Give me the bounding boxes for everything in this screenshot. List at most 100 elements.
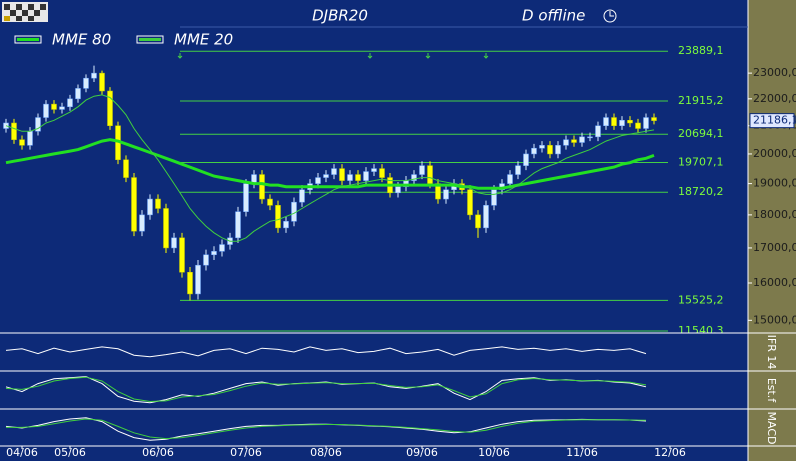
candle-body: [203, 254, 209, 266]
candle-body: [155, 198, 161, 209]
candle-body: [411, 174, 417, 181]
candle-body: [483, 205, 489, 229]
level-label: 21915,2: [678, 94, 724, 107]
candle-body: [243, 183, 249, 212]
candle-body: [443, 189, 449, 200]
y-tick-label: 15000,0: [753, 313, 796, 326]
level-label: 20694,1: [678, 127, 724, 140]
x-tick-label: 06/06: [142, 446, 174, 459]
candle-body: [419, 165, 425, 175]
candle-body: [323, 174, 329, 178]
candle-body: [611, 117, 617, 126]
candle-body: [75, 88, 81, 100]
candle-body: [619, 120, 625, 126]
candle-body: [563, 139, 569, 146]
candle-body: [515, 165, 521, 175]
candle-body: [171, 237, 177, 249]
candle-body: [595, 125, 601, 138]
chart-title: DJBR20: [312, 7, 368, 25]
level-label: 19707,1: [678, 155, 724, 168]
x-tick-label: 05/06: [54, 446, 86, 459]
candle-body: [219, 244, 225, 252]
x-tick-label: 12/06: [654, 446, 686, 459]
candle-body: [123, 159, 129, 178]
candle-body: [235, 211, 241, 239]
level-label: 11540,3: [678, 324, 724, 337]
candle-body: [91, 72, 97, 79]
candle-body: [147, 198, 153, 216]
indicator-line: [5, 376, 647, 403]
indicator-line: [5, 346, 647, 358]
candle-body: [579, 136, 585, 143]
status: D offline: [522, 7, 585, 25]
candle-body: [131, 177, 137, 232]
y-tick-label: 19000,0: [753, 177, 796, 190]
y-tick-label: 23000,0: [753, 66, 796, 79]
level-label: 18720,2: [678, 185, 724, 198]
candle-body: [283, 221, 289, 229]
candle-body: [35, 117, 41, 132]
candle-body: [395, 186, 401, 194]
indicator-line: [6, 418, 647, 440]
candle-body: [315, 177, 321, 184]
x-tick-label: 10/06: [478, 446, 510, 459]
candle-body: [107, 90, 113, 126]
candle-body: [275, 205, 281, 229]
legend-label: MME 80: [52, 31, 111, 49]
candle-body: [163, 208, 169, 249]
last-price-box: [749, 113, 795, 129]
legend-label: MME 20: [174, 31, 233, 49]
candle-body: [371, 168, 377, 172]
candle-body: [195, 264, 201, 295]
axis-panel: [748, 0, 796, 461]
x-tick-label: 04/06: [6, 446, 38, 459]
candle-body: [83, 77, 89, 89]
candle-body: [531, 147, 537, 155]
panel-label: Est.f: [765, 378, 778, 403]
candle-body: [355, 174, 361, 181]
candle-body: [635, 122, 641, 129]
candle-body: [507, 174, 513, 184]
level-label: 23889,1: [678, 44, 724, 57]
y-tick-label: 16000,0: [753, 276, 796, 289]
candle-body: [491, 189, 497, 206]
candle-body: [59, 106, 65, 110]
candle-body: [99, 72, 105, 92]
candle-body: [339, 168, 345, 181]
candle-body: [571, 139, 577, 143]
level-label: 15525,2: [678, 293, 724, 306]
candle-body: [267, 198, 273, 206]
candle-body: [299, 189, 305, 203]
candle-body: [379, 168, 385, 178]
y-tick-label: 22000,0: [753, 92, 796, 105]
y-tick-label: 20000,0: [753, 147, 796, 160]
candle-body: [627, 120, 633, 124]
candle-body: [259, 174, 265, 200]
candle-body: [347, 174, 353, 181]
candle-body: [67, 98, 73, 108]
candle-body: [211, 251, 217, 256]
panel-label: IFR 14: [765, 335, 778, 370]
candle-body: [139, 214, 145, 232]
candle-body: [547, 145, 553, 155]
last-price-label: 21186,1: [753, 114, 796, 127]
candle-body: [19, 139, 25, 146]
candle-body: [643, 117, 649, 129]
panel-label: MACD: [765, 412, 778, 445]
candle-body: [555, 145, 561, 155]
x-tick-label: 08/06: [310, 446, 342, 459]
logo: [2, 2, 48, 22]
candle-body: [179, 237, 185, 273]
moving-average: [5, 94, 655, 242]
x-tick-label: 07/06: [230, 446, 262, 459]
candle-body: [363, 171, 369, 181]
candle-body: [467, 189, 473, 216]
candle-body: [43, 103, 49, 118]
candle-body: [11, 122, 17, 140]
y-tick-label: 18000,0: [753, 208, 796, 221]
plot-area: 23889,1 21915,2 20694,1 19707,1 18720,2 15525…: [3, 44, 724, 337]
candle-body: [603, 117, 609, 126]
candle-body: [539, 145, 545, 149]
x-tick-label: 11/06: [566, 446, 598, 459]
